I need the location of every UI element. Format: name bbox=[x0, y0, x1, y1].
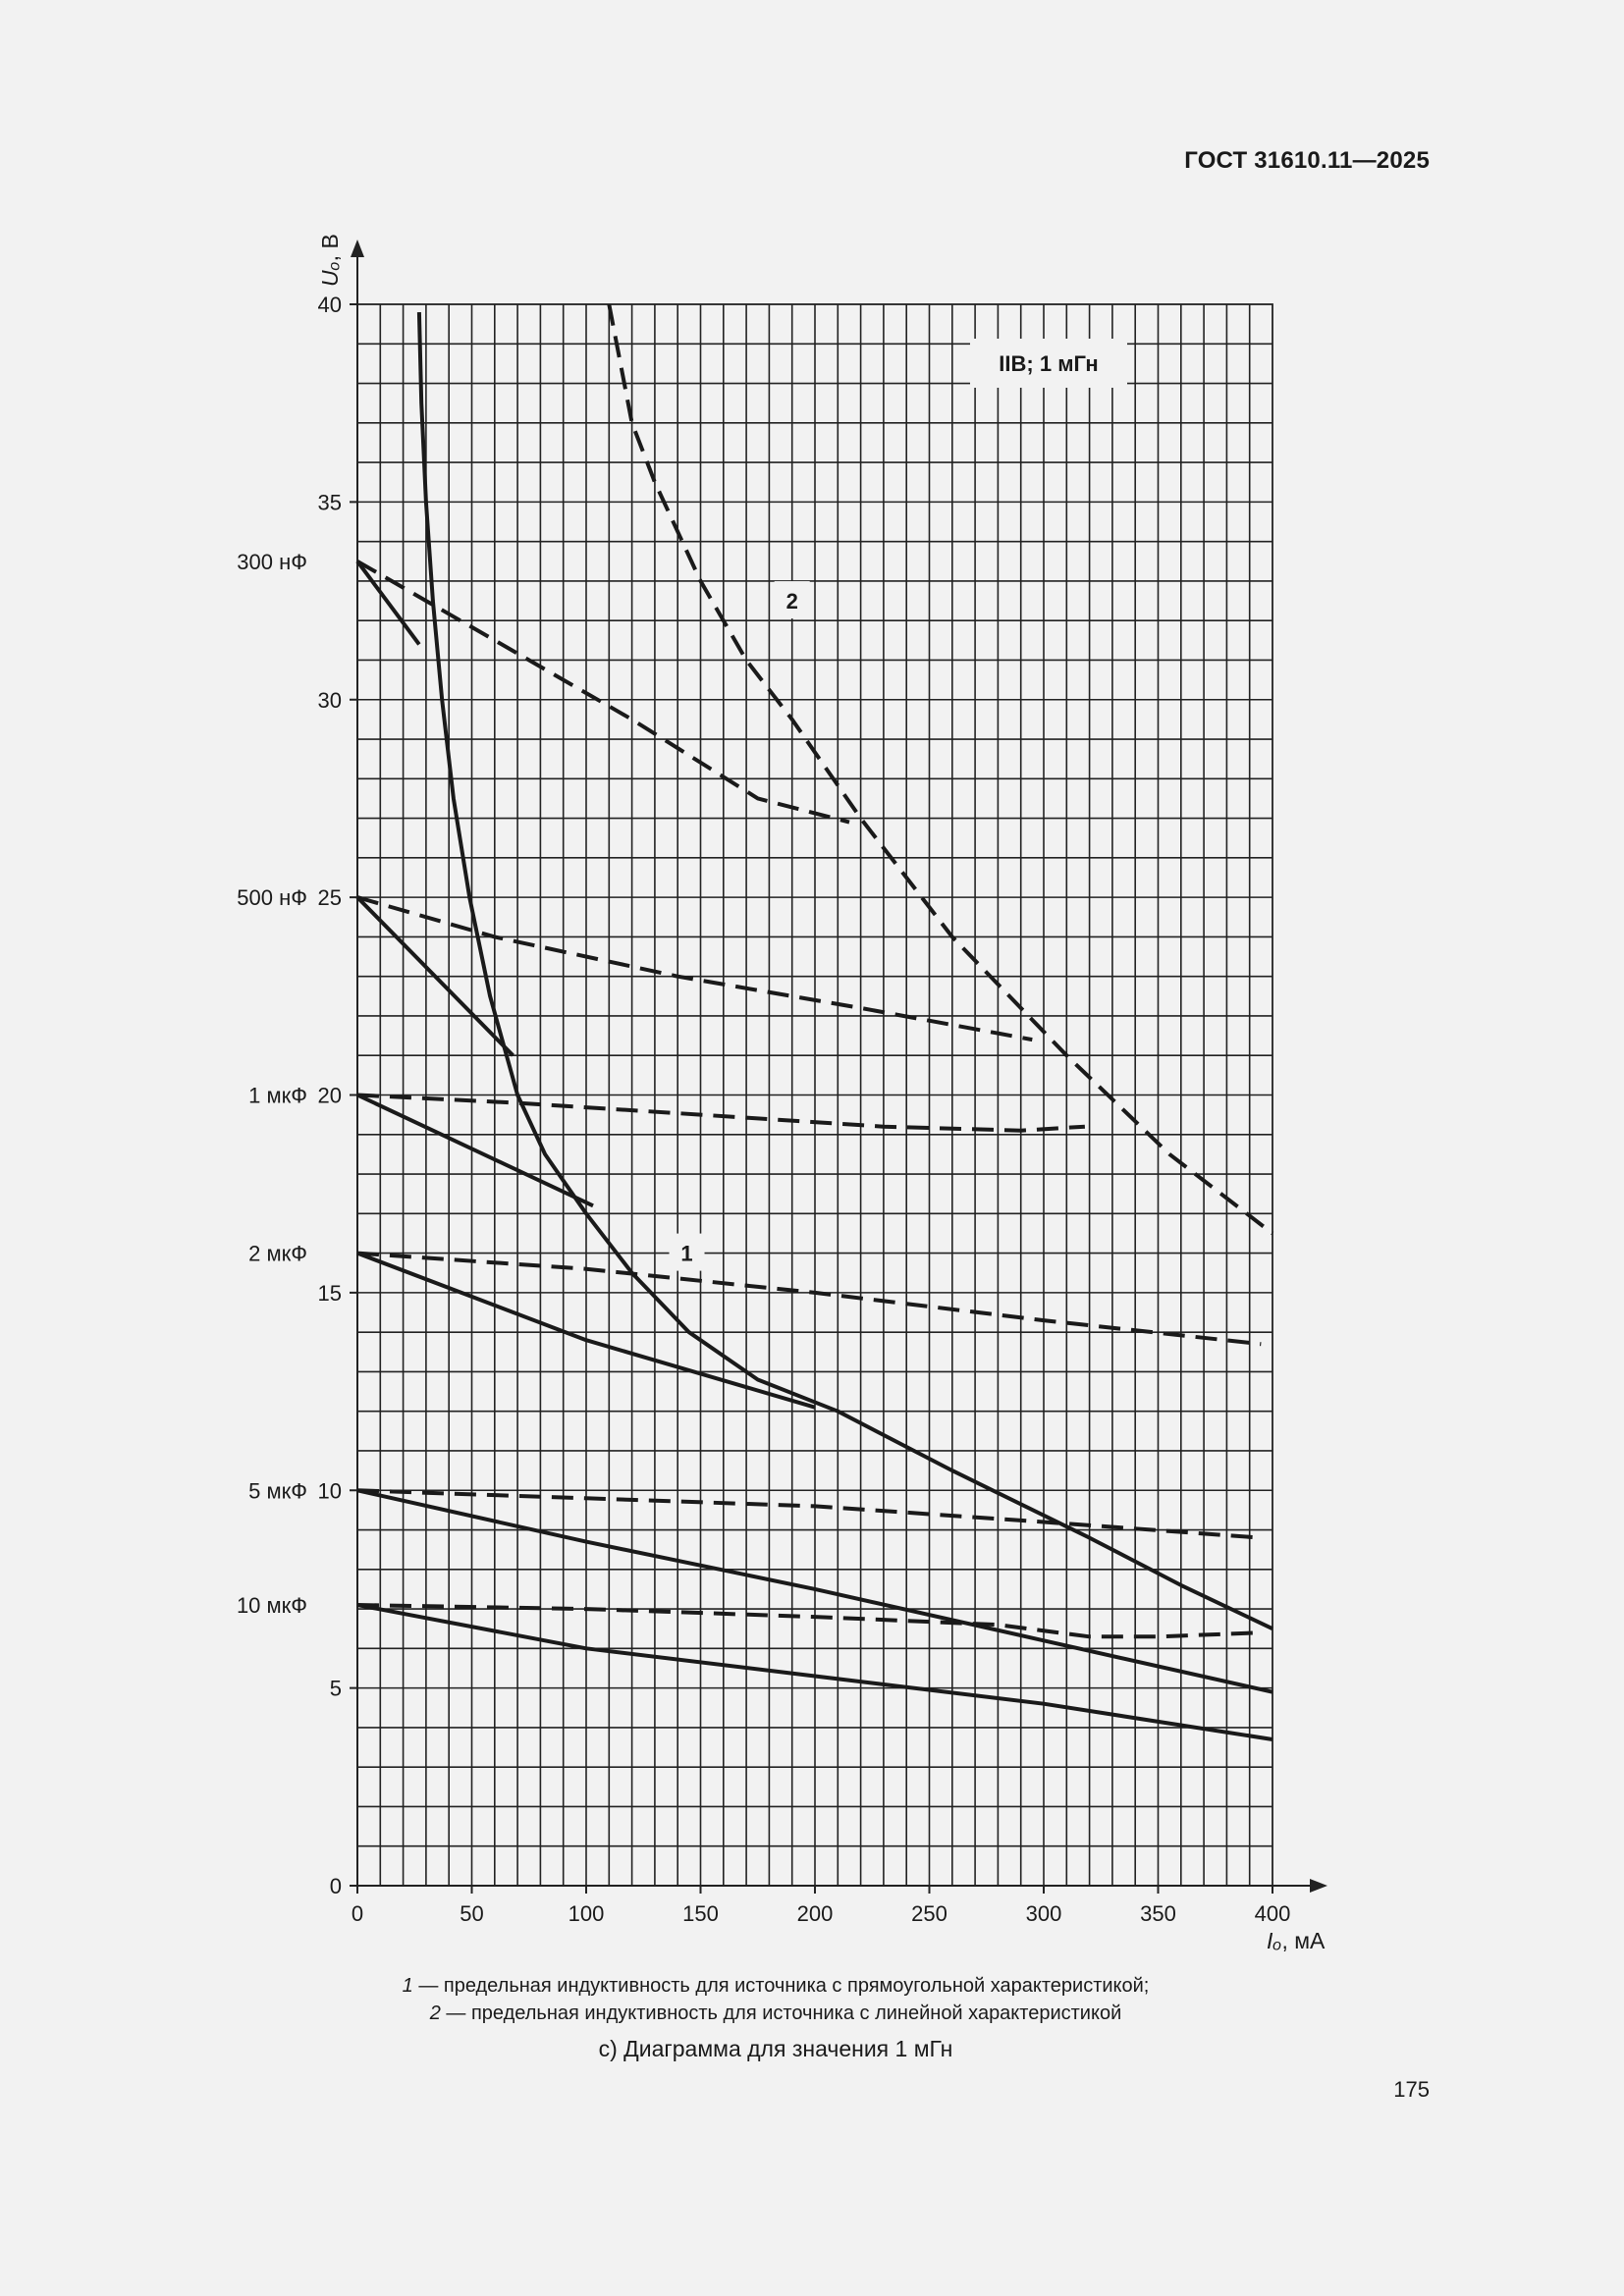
x-tick-label: 200 bbox=[797, 1901, 834, 1926]
y-tick-label: 0 bbox=[330, 1874, 342, 1898]
series-line-solid bbox=[356, 1093, 594, 1208]
x-axis-arrow bbox=[1310, 1879, 1327, 1893]
series-line-solid bbox=[355, 560, 421, 646]
curve-label-background bbox=[774, 581, 810, 619]
y-tick-label: 5 bbox=[330, 1677, 342, 1701]
series-line-dashed bbox=[356, 1603, 1262, 1639]
curve-label-text: 2 bbox=[786, 589, 798, 614]
y-tick-label: 20 bbox=[318, 1084, 342, 1108]
x-axis-label-unit: , мА bbox=[1281, 1928, 1326, 1953]
series-line-dashed bbox=[356, 1251, 1262, 1347]
capacitance-label: 10 мкФ bbox=[237, 1593, 307, 1618]
series-line-dashed bbox=[356, 1488, 1262, 1540]
legend-text-2: — предельная индуктивность для источника… bbox=[440, 2002, 1122, 2024]
x-tick-label: 0 bbox=[352, 1901, 363, 1926]
legend-line-2: 2 — предельная индуктивность для источни… bbox=[0, 2002, 1551, 2025]
series-line-solid bbox=[355, 895, 514, 1057]
y-tick-label: 35 bbox=[318, 490, 342, 514]
series-line-dashed bbox=[356, 560, 850, 825]
page-number: 175 bbox=[1393, 2077, 1430, 2102]
y-axis-label-symbol: Uₒ bbox=[317, 261, 343, 287]
chart-title: IIB; 1 мГн bbox=[999, 351, 1098, 376]
x-axis-label: Iₒ, мА bbox=[1267, 1928, 1326, 1953]
legend-text-1: — предельная индуктивность для источника… bbox=[412, 1975, 1150, 1997]
y-tick-label: 30 bbox=[318, 688, 342, 713]
capacitance-label: 300 нФ bbox=[237, 550, 307, 574]
document-header: ГОСТ 31610.11—2025 bbox=[1184, 147, 1430, 174]
curve-label-text: 1 bbox=[680, 1242, 692, 1266]
series-line-solid bbox=[356, 1251, 816, 1410]
x-tick-label: 250 bbox=[911, 1901, 947, 1926]
capacitance-label: 500 нФ bbox=[237, 885, 307, 910]
x-tick-label: 400 bbox=[1255, 1901, 1291, 1926]
x-tick-label: 100 bbox=[568, 1901, 605, 1926]
y-tick-label: 25 bbox=[318, 885, 342, 910]
grid-lines bbox=[356, 303, 1273, 1887]
y-tick-label: 10 bbox=[318, 1478, 342, 1503]
series-line-dashed bbox=[356, 1093, 1086, 1133]
figure-subtitle: с) Диаграмма для значения 1 мГн bbox=[598, 2036, 953, 2061]
y-axis-arrow bbox=[351, 240, 364, 257]
y-tick-label: 15 bbox=[318, 1281, 342, 1306]
x-tick-label: 150 bbox=[682, 1901, 719, 1926]
legend-line-1: 1 — предельная индуктивность для источни… bbox=[0, 1975, 1551, 1998]
curve-label: 1 bbox=[669, 1233, 705, 1271]
series-line-dashed bbox=[607, 303, 1274, 1236]
y-axis-label-unit: , В bbox=[317, 234, 343, 261]
series-line-solid bbox=[356, 1603, 1273, 1741]
chart-title-background bbox=[970, 339, 1127, 388]
capacitance-label: 5 мкФ bbox=[248, 1478, 307, 1503]
x-tick-label: 350 bbox=[1140, 1901, 1176, 1926]
capacitance-label: 1 мкФ bbox=[248, 1084, 307, 1108]
series-line-solid bbox=[416, 312, 1273, 1631]
series-line-solid bbox=[356, 1488, 1273, 1694]
curve-label-background bbox=[669, 1233, 705, 1271]
y-tick-label: 40 bbox=[318, 293, 342, 317]
x-tick-label: 50 bbox=[460, 1901, 483, 1926]
x-tick-label: 300 bbox=[1026, 1901, 1062, 1926]
x-axis-label-symbol: Iₒ bbox=[1267, 1928, 1281, 1953]
curve-label: 2 bbox=[774, 581, 810, 619]
y-axis-label: Uₒ, В bbox=[317, 234, 343, 287]
chart-title-box: IIB; 1 мГн bbox=[970, 339, 1127, 388]
capacitance-label: 2 мкФ bbox=[248, 1242, 307, 1266]
series-line-dashed bbox=[356, 895, 1033, 1042]
legend-number-2: 2 bbox=[429, 2002, 441, 2024]
legend-number-1: 1 bbox=[402, 1975, 413, 1997]
